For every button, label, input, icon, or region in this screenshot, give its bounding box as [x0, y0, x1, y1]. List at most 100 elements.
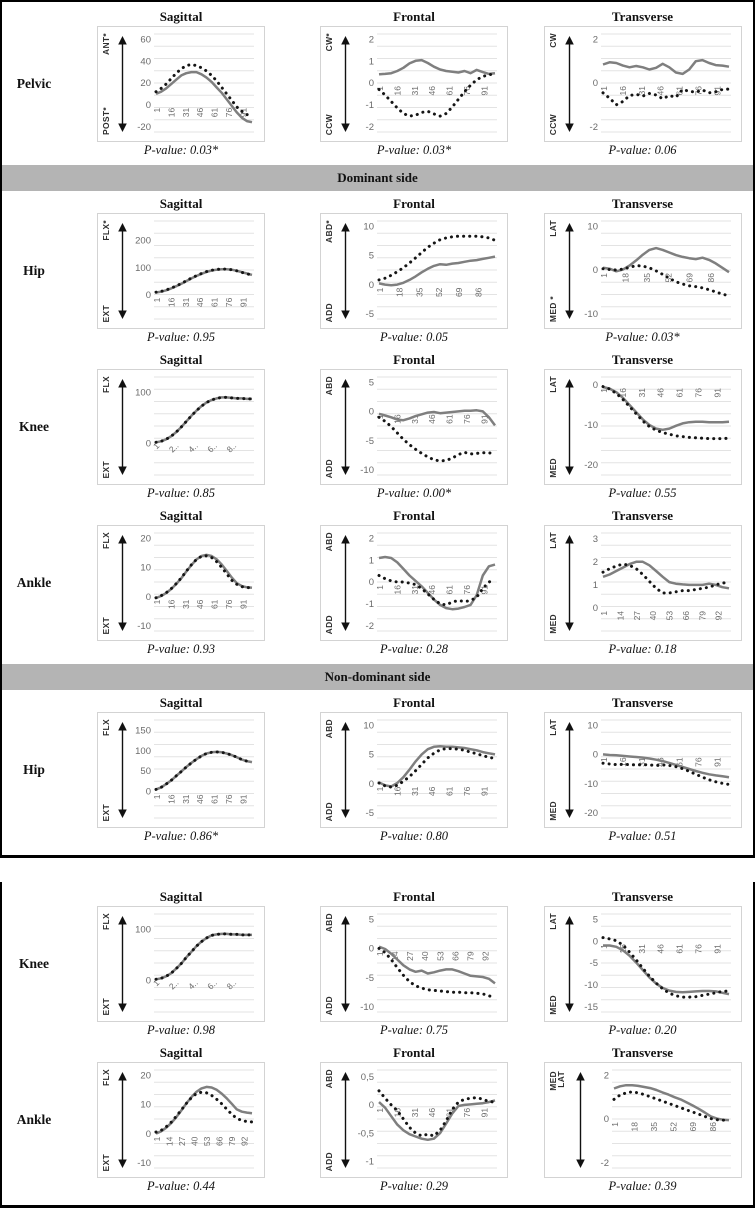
chart-cell: LAT MED * 10 0 -10 1 18 35 52 69 86: [532, 213, 753, 329]
gait-table-lower: Sagittal Frontal Transverse Knee FLX EXT 100 0 1…: [0, 882, 755, 1208]
chart-transverse: LAT MED 0 -10 -20 1 16 31 46 61 76 91: [543, 369, 742, 485]
x-tick-label: 40: [648, 611, 658, 621]
axis-direction-labels: LAT MED: [548, 911, 564, 1017]
p-value: P-value: 0.03*: [376, 143, 452, 157]
x-tick-label: 61: [445, 414, 455, 424]
x-tick-label: 91: [479, 414, 489, 424]
x-tick-label: 31: [636, 388, 646, 398]
y-tick-label: -2: [600, 1158, 608, 1169]
double-arrow-icon: [564, 223, 574, 319]
x-tick-label: 31: [410, 86, 420, 96]
dotted-black-series: [154, 395, 254, 444]
y-tick-label: 100: [135, 263, 151, 274]
p-value: P-value: 0.05: [379, 330, 449, 344]
plot-area: 100 0 1 2.. 4.. 6.. 8..: [135, 913, 254, 1013]
y-tick-label: -1: [366, 599, 374, 610]
x-tick-label: 76: [462, 585, 472, 595]
chart-transverse: LAT MED * 10 0 -10 1 18 35 52 69 86: [543, 213, 742, 329]
x-tick-label: 27: [405, 951, 415, 961]
x-tick-label: 76: [693, 388, 703, 398]
x-tick-label: 31: [181, 599, 191, 609]
x-tick-label: 76: [224, 108, 234, 118]
y-tick-label: 20: [140, 1070, 151, 1081]
x-tick-label: 35: [649, 1122, 659, 1132]
plot-area: 100 0 1 2.. 4.. 6.. 8..: [135, 376, 254, 476]
x-tick-label: 16: [166, 108, 176, 118]
axis-label-bottom: EXT: [101, 997, 111, 1015]
x-tick-label: 91: [712, 86, 722, 96]
chart-cell: FLX EXT 100 0 1 2.. 4.. 6.. 8..: [66, 369, 296, 485]
x-tick-label: 91: [712, 944, 722, 954]
axis-direction-labels: CW* CCW: [324, 31, 340, 137]
y-tick-label: -10: [584, 309, 598, 320]
double-arrow-icon: [564, 36, 574, 132]
p-value: P-value: 0.03*: [605, 330, 680, 344]
region-label: Hip: [23, 762, 45, 777]
axis-arrow: [117, 911, 128, 1017]
axis-direction-labels: LAT MED: [548, 717, 564, 823]
solid-gray-series: [613, 1083, 729, 1122]
charts-row: Knee FLX EXT 100 0 1 2.. 4.. 6.. 8.. ABD ADD 5 0 -5 -10…: [2, 369, 753, 485]
solid-gray-series: [602, 246, 730, 274]
axis-arrow: [117, 218, 128, 324]
chart-transverse: LAT MED 5 0 -5 -10 -15 1 16 31 46 61 76 91: [543, 906, 742, 1022]
x-tick-label: 76: [462, 414, 472, 424]
x-tick-label: 61: [674, 86, 684, 96]
p-value: P-value: 0.18: [608, 642, 677, 656]
x-tick-label: 1: [375, 585, 385, 590]
plane-header: Transverse: [611, 1045, 674, 1060]
double-arrow-icon: [118, 36, 127, 132]
axis-direction-labels: FLX EXT: [101, 374, 117, 480]
plane-header: Transverse: [611, 508, 674, 523]
x-tick-label: 46: [655, 944, 665, 954]
axis-direction-labels: LAT MED: [548, 530, 564, 636]
plane-header: Sagittal: [159, 196, 203, 211]
x-tick-label: 46: [195, 794, 205, 804]
chart-sagittal: FLX EXT 100 0 1 2.. 4.. 6.. 8..: [97, 369, 265, 485]
region-label: Ankle: [16, 1112, 52, 1127]
x-tick-label: 91: [238, 297, 248, 307]
axis-label-top: ABD*: [324, 220, 334, 243]
chart-transverse: CW CCW 2 0 -2 1 16 31 46 61 76 91: [543, 26, 742, 142]
x-tick-label: 1: [152, 1136, 162, 1141]
plane-header-row: Sagittal Frontal Transverse: [2, 196, 753, 212]
plot-area: 20 10 0 -10 1 14 27 40 53 66 79 92: [137, 1069, 254, 1169]
solid-gray-series: [155, 70, 253, 124]
y-tick-label: -2: [589, 122, 597, 133]
axis-label-bottom: EXT: [101, 616, 111, 634]
axis-arrow: [340, 374, 351, 480]
x-tick-label: 8..: [224, 441, 238, 455]
axis-direction-labels: MED LAT: [548, 1067, 575, 1173]
y-tick-label: 2: [592, 557, 597, 568]
axis-label-top: FLX*: [101, 220, 111, 241]
x-tick-label: 61: [445, 86, 455, 96]
y-tick-label: 40: [140, 56, 151, 67]
y-tick-label: -20: [584, 460, 598, 471]
charts-row: Knee FLX EXT 100 0 1 2.. 4.. 6.. 8.. ABD ADD 5 0 -5 -10…: [2, 906, 753, 1022]
x-tick-label: 52: [434, 287, 444, 297]
double-arrow-icon: [118, 379, 127, 475]
x-tick-label: 52: [668, 1122, 678, 1132]
chart-cell: ABD ADD 0,5 0 -0,5 -1 1 16 31 46 61 76 91: [296, 1062, 532, 1178]
y-tick-label: 0: [146, 592, 151, 603]
x-tick-label: 69: [688, 1122, 698, 1132]
x-tick-label: 46: [655, 86, 665, 96]
axis-label-bottom: EXT: [101, 1153, 111, 1171]
x-tick-label: 76: [693, 757, 703, 767]
axis-direction-labels: ABD ADD: [324, 374, 340, 480]
axis-label-bottom: ADD: [324, 302, 334, 322]
axis-arrow: [575, 1067, 586, 1173]
x-tick-label: 2..: [167, 978, 181, 992]
y-tick-label: -10: [584, 980, 598, 991]
plane-header: Sagittal: [159, 889, 203, 904]
plot-area: 100-101 18 35 52 69 86: [584, 220, 731, 320]
x-tick-label: 61: [674, 944, 684, 954]
plot-area: 210-1-21 16 31 46 61 76 91: [366, 532, 497, 632]
axis-arrow: [117, 31, 128, 137]
chart-sagittal: FLX EXT 100 0 1 2.. 4.. 6.. 8..: [97, 906, 265, 1022]
axis-label-top: ABD: [324, 532, 334, 552]
y-tick-label: 0: [369, 1100, 374, 1111]
y-tick-label: 0: [146, 439, 151, 450]
chart-cell: CW* CCW 2 1 0 -1 -2 1 16 31 46 61 76 91: [296, 26, 532, 142]
